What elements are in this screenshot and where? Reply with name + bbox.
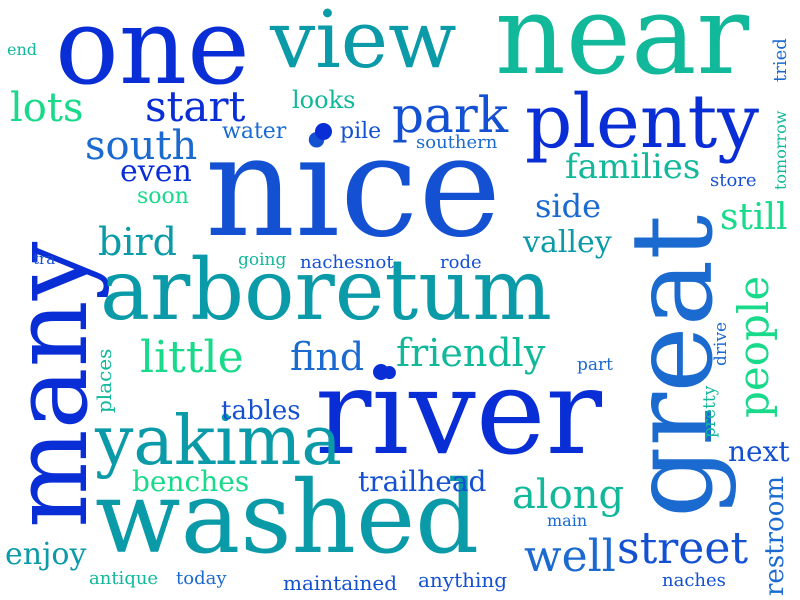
- word-southern: southern: [416, 132, 498, 153]
- word-store: store: [710, 170, 757, 191]
- word-view: view: [270, 0, 457, 86]
- word-pretty: pretty: [700, 385, 720, 438]
- word-restroom: restroom: [760, 476, 790, 596]
- word-many: many: [0, 241, 111, 528]
- word-families: families: [565, 147, 701, 187]
- word-going: going: [238, 250, 287, 270]
- word-find: find: [290, 335, 365, 379]
- word-yakima: yakima: [95, 402, 342, 481]
- word-next: next: [728, 435, 790, 468]
- word-water: water: [222, 119, 287, 144]
- word-well: well: [524, 531, 616, 582]
- word-river: river: [315, 343, 603, 481]
- word-near: near: [495, 0, 750, 99]
- word-tomorrow: tomorrow: [771, 110, 790, 191]
- word-maintained: maintained: [283, 571, 398, 595]
- word-bird: bird: [98, 220, 177, 264]
- word-anything: anything: [418, 568, 508, 592]
- word-pile: pile: [340, 119, 382, 144]
- word-still: still: [720, 197, 788, 238]
- word-park: park: [392, 86, 509, 144]
- word-nice: nice: [205, 106, 502, 269]
- word-tables: tables: [221, 396, 301, 426]
- word-drive: drive: [711, 321, 731, 366]
- word-today: today: [176, 568, 227, 589]
- word-tried: tried: [770, 38, 791, 82]
- word-little: little: [140, 332, 244, 383]
- word-end: end: [7, 40, 38, 59]
- word-side: side: [535, 187, 602, 225]
- word-one: one: [55, 0, 250, 108]
- word-water-dot: [315, 123, 332, 140]
- word-along: along: [512, 472, 625, 518]
- word-part: part: [577, 355, 613, 375]
- word-looks: looks: [292, 86, 356, 114]
- word-lots: lots: [10, 85, 84, 131]
- word-friendly: friendly: [396, 331, 546, 375]
- word-soon: soon: [137, 184, 189, 209]
- word-nachesnot: nachesnot: [300, 252, 394, 273]
- word-tra: tra: [33, 250, 56, 268]
- word-arboretum: arboretum: [100, 241, 552, 339]
- word-rode: rode: [440, 252, 482, 273]
- word-find-dot: [373, 364, 389, 380]
- word-washed: washed: [95, 459, 480, 576]
- word-benches: benches: [132, 465, 250, 498]
- word-start: start: [145, 82, 246, 131]
- word-plenty: plenty: [525, 79, 760, 165]
- word-places: places: [92, 348, 116, 413]
- word-antique: antique: [89, 568, 159, 589]
- word-trailhead: trailhead: [358, 465, 487, 498]
- word-even: even: [120, 154, 192, 189]
- word-enjoy: enjoy: [5, 537, 87, 572]
- word-south: south: [85, 123, 198, 169]
- word-valley: valley: [523, 225, 612, 260]
- word-great: great: [608, 214, 738, 518]
- word-main: main: [547, 511, 588, 530]
- word-people: people: [729, 275, 778, 418]
- word-street: street: [617, 523, 749, 574]
- word-naches: naches: [662, 570, 726, 591]
